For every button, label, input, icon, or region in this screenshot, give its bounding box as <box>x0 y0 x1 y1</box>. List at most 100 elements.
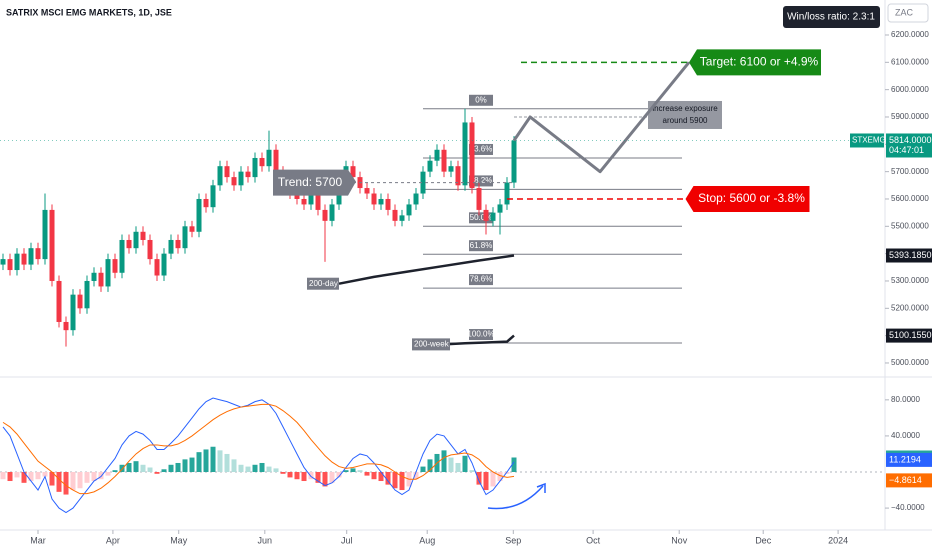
ma-label: 200-week <box>414 339 450 348</box>
histogram-bar <box>273 468 279 472</box>
fib-label-box <box>469 94 494 106</box>
histogram-bar <box>511 457 517 472</box>
x-tick-label: Sep <box>505 535 521 545</box>
x-tick-label: Aug <box>419 535 435 545</box>
y-tick-label: 5200.0000 <box>891 303 929 312</box>
histogram-bar <box>343 470 349 472</box>
candle-body <box>224 166 230 178</box>
candle-body <box>56 280 62 322</box>
candle-body <box>322 209 328 221</box>
candle-body <box>175 239 181 249</box>
histogram-bar <box>203 449 209 472</box>
histogram-bar <box>182 459 188 472</box>
histogram-bar <box>70 472 76 491</box>
fib-label: 23.6% <box>470 145 493 154</box>
candle-body <box>91 272 97 281</box>
candle-body <box>126 239 132 249</box>
y-tick-label: 6000.0000 <box>891 85 929 94</box>
histogram-bar <box>77 472 83 489</box>
indicator-axis-label-box <box>886 473 932 488</box>
histogram-bar <box>91 472 97 482</box>
candle-body <box>308 193 314 205</box>
last-price-box <box>886 133 932 158</box>
histogram-bar <box>105 472 111 476</box>
histogram-bar <box>504 472 510 474</box>
x-tick-label: Oct <box>586 535 601 545</box>
fib-label-box <box>469 240 494 252</box>
histogram-bar <box>175 462 181 472</box>
indicator-axis-label-box <box>886 452 932 467</box>
fib-label-box <box>469 274 494 286</box>
indicator-axis-label: 11.2194 <box>889 454 921 464</box>
candle-body <box>133 231 139 249</box>
histogram-bar <box>42 472 48 477</box>
winloss-box <box>783 6 880 28</box>
target-callout <box>689 49 822 76</box>
histogram-bar <box>420 466 426 472</box>
candle-body <box>315 193 321 210</box>
indicator-y-tick-label: 80.0000 <box>891 395 920 404</box>
currency: ZAC <box>895 7 914 17</box>
x-tick-label: Nov <box>671 535 688 545</box>
fib-label: 78.6% <box>470 275 493 284</box>
histogram-bar <box>399 472 405 491</box>
histogram-bar <box>301 472 307 482</box>
candle-body <box>63 321 69 331</box>
candle-body <box>371 193 377 205</box>
histogram-bar <box>259 462 265 472</box>
histogram-bar <box>224 453 230 472</box>
histogram-bar <box>385 472 391 485</box>
candle-body <box>420 171 426 194</box>
ma-axis-label-box <box>886 328 932 343</box>
candle-body <box>259 157 265 167</box>
histogram-bar <box>84 472 90 483</box>
y-tick-label: 6100.0000 <box>891 57 929 66</box>
candle-body <box>28 248 34 265</box>
fib-label: 38.2% <box>470 176 493 185</box>
countdown: 04:47:01 <box>889 145 924 155</box>
histogram-bar <box>364 472 370 476</box>
indicator-y-tick-label: 40.0000 <box>891 431 920 440</box>
stop-text: Stop: 5600 or -3.8% <box>698 191 805 205</box>
ma-label-box <box>307 277 340 290</box>
histogram-bar <box>315 472 321 483</box>
candle-body <box>14 253 20 271</box>
histogram-bar <box>252 464 258 472</box>
histogram-bar <box>266 466 272 472</box>
chart-title: SATRIX MSCI EMG MARKETS, 1D, JSE <box>6 7 172 17</box>
candle-body <box>490 212 496 221</box>
candle-body <box>140 231 146 240</box>
histogram-bar <box>357 470 363 472</box>
candle-body <box>469 122 475 189</box>
candle-body <box>231 177 237 186</box>
histogram-bar <box>28 472 34 482</box>
histogram-bar <box>462 455 468 472</box>
histogram-bar <box>140 464 146 472</box>
candle-body <box>49 209 55 281</box>
histogram-bar <box>210 446 216 472</box>
symbol: STXEMG <box>852 136 886 145</box>
histogram-bar <box>308 472 314 480</box>
fib-label-box <box>469 329 494 341</box>
fib-label-box <box>469 143 494 155</box>
candle-body <box>98 272 104 287</box>
indicator-line <box>2 397 515 514</box>
histogram-bar <box>469 470 475 472</box>
candle-body <box>252 157 258 178</box>
candle-body <box>441 149 447 172</box>
candle-body <box>511 140 517 183</box>
histogram-bar <box>392 472 398 489</box>
last-price-label: 5814.0000 <box>889 135 932 145</box>
candle-body <box>0 259 6 265</box>
winloss-text: Win/loss ratio: 2.3:1 <box>787 12 875 23</box>
ma-label-box <box>412 338 451 351</box>
histogram-bar <box>378 472 384 482</box>
histogram-bar <box>476 472 482 485</box>
candle-body <box>301 198 307 205</box>
candle-body <box>42 209 48 260</box>
currency-box <box>887 3 929 23</box>
indicator-y-tick-label: −40.0000 <box>891 503 925 512</box>
candle-body <box>21 253 27 265</box>
candle-body <box>455 166 461 186</box>
candle-body <box>119 239 125 273</box>
